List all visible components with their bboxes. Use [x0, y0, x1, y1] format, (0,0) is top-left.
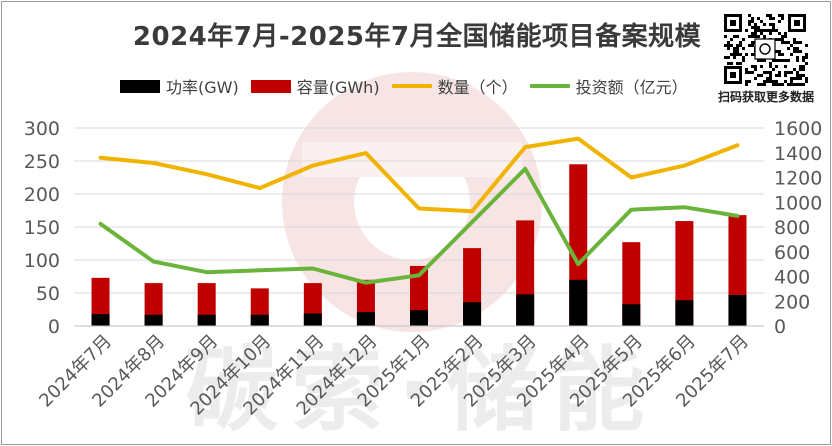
- y-tick-label-right: 600: [774, 242, 810, 264]
- y-tick-label-left: 300: [24, 118, 60, 140]
- legend-label-power: 功率(GW): [166, 78, 239, 97]
- bar-power: [569, 279, 588, 326]
- bar-capacity: [675, 221, 694, 326]
- y-axis-left: 0 50 100 150 200 250 300: [24, 118, 60, 338]
- y-tick-label-right: 200: [774, 291, 810, 313]
- bar-power: [463, 302, 482, 326]
- y-tick-label-right: 0: [774, 316, 786, 338]
- legend-swatch-power: [120, 79, 160, 93]
- legend-label-investment: 投资额（亿元）: [575, 78, 688, 97]
- bar-power: [197, 314, 216, 326]
- legend-swatch-capacity: [250, 79, 291, 93]
- bar-power: [410, 310, 428, 326]
- bar-power: [250, 314, 269, 326]
- bar-power: [728, 294, 747, 326]
- bar-power: [622, 304, 641, 326]
- y-tick-label-right: 800: [774, 217, 810, 239]
- bar-power: [144, 314, 163, 326]
- y-tick-label-right: 1600: [774, 118, 822, 140]
- y-tick-label-left: 0: [48, 316, 60, 338]
- chart-title: 2024年7月-2025年7月全国储能项目备案规模: [132, 22, 702, 52]
- legend-item-count: 数量（个）: [391, 74, 518, 98]
- y-tick-label-right: 1200: [774, 168, 822, 190]
- legend: 功率(GW) 容量(GWh) 数量（个） 投资额（亿元）: [120, 74, 688, 98]
- bars: [91, 164, 747, 326]
- bar-power: [516, 294, 535, 326]
- legend-label-count: 数量（个）: [437, 78, 518, 97]
- y-tick-label-right: 400: [774, 267, 810, 289]
- y-tick-label-left: 250: [24, 151, 60, 173]
- y-tick-label-left: 200: [24, 184, 60, 206]
- qr-caption: 扫码获取更多数据: [717, 90, 814, 104]
- series-line-investment: [98, 166, 740, 285]
- y-tick-label-right: 1400: [774, 143, 822, 165]
- bar-power: [91, 314, 110, 326]
- legend-label-capacity: 容量(GWh): [296, 78, 380, 97]
- lines: [98, 136, 740, 285]
- watermark-text: 碳索·储能: [186, 337, 659, 444]
- y-tick-label-left: 50: [36, 283, 60, 305]
- legend-swatch-count: [391, 84, 432, 88]
- legend-item-power: 功率(GW): [120, 74, 239, 98]
- y-tick-label-right: 1000: [774, 192, 822, 214]
- legend-item-investment: 投资额（亿元）: [529, 74, 688, 98]
- legend-swatch-investment: [529, 84, 570, 88]
- y-tick-label-left: 100: [24, 250, 60, 272]
- y-tick-label-left: 150: [24, 217, 60, 239]
- bar-power: [675, 300, 694, 326]
- series-line-count: [98, 136, 740, 214]
- legend-item-capacity: 容量(GWh): [250, 74, 380, 98]
- bar-power: [303, 313, 322, 326]
- bar-capacity: [91, 277, 110, 326]
- bar-power: [356, 312, 375, 326]
- qr-code-icon[interactable]: [722, 12, 808, 86]
